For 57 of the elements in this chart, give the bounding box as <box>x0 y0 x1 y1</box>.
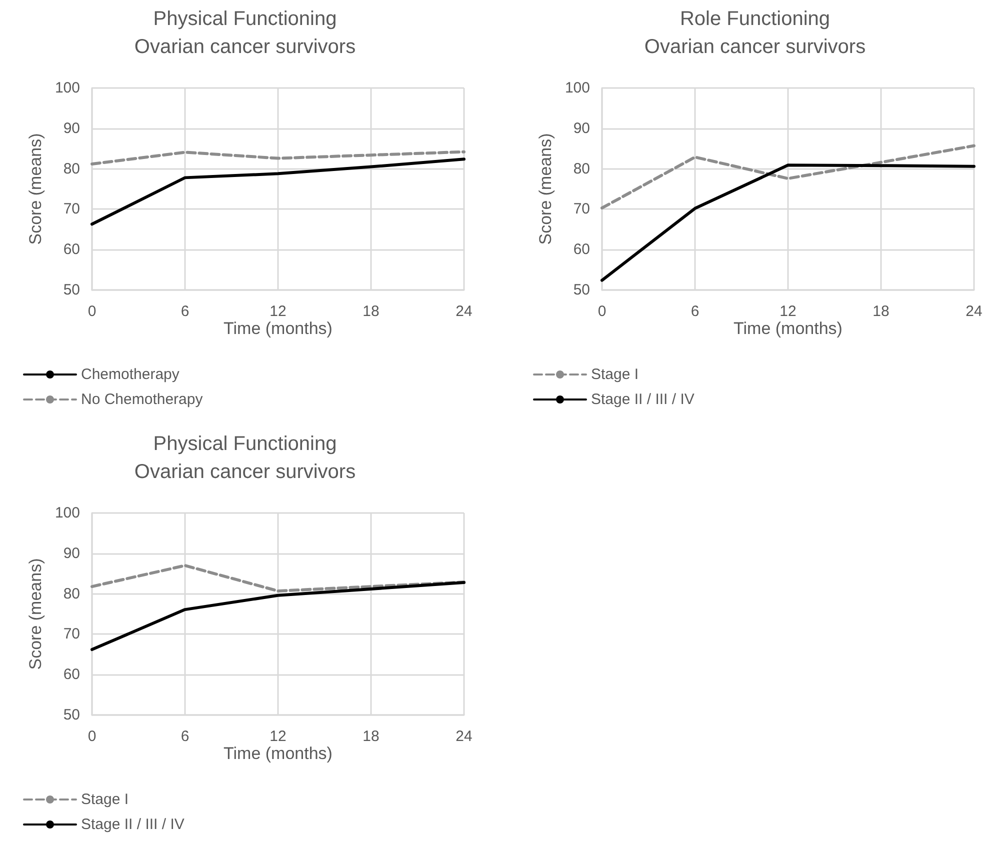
y-tick-label: 100 <box>54 80 80 96</box>
x-tick-label: 0 <box>88 303 96 320</box>
x-tick-label: 18 <box>362 728 380 745</box>
y-tick-label: 80 <box>573 160 590 178</box>
line-series <box>90 150 466 166</box>
y-tick-label: 90 <box>63 120 80 137</box>
legend-label: Stage II / III / IV <box>591 391 694 408</box>
y-axis-title: Score (means) <box>26 133 45 245</box>
chart-title: Role Functioning <box>680 8 830 30</box>
y-tick-label: 100 <box>54 504 80 522</box>
x-tick-label: 0 <box>88 728 96 745</box>
legend-label: No Chemotherapy <box>81 391 204 408</box>
chart-subtitle: Ovarian cancer survivors <box>644 36 866 58</box>
y-tick-label: 100 <box>564 80 590 96</box>
line-series <box>90 158 466 226</box>
chart-subtitle: Ovarian cancer survivors <box>134 36 356 58</box>
x-axis-title: Time (months) <box>734 318 842 338</box>
x-tick-label: 6 <box>690 303 700 320</box>
y-tick-label: 50 <box>573 282 590 298</box>
x-tick-label: 12 <box>270 728 286 745</box>
y-tick-label: 50 <box>63 282 80 298</box>
x-tick-label: 24 <box>966 303 982 320</box>
y-tick-label: 80 <box>63 160 80 178</box>
y-axis-title: Score (means) <box>26 558 45 670</box>
chart-title: Physical Functioning <box>153 433 337 455</box>
chart-subtitle: Ovarian cancer survivors <box>134 461 356 483</box>
y-axis-title: Score (means) <box>536 133 555 245</box>
y-tick-label: 70 <box>573 200 590 218</box>
line-series <box>90 564 466 592</box>
x-tick-label: 24 <box>456 728 472 745</box>
y-tick-label: 70 <box>63 200 80 218</box>
y-tick-label: 90 <box>63 544 80 562</box>
x-tick-label: 12 <box>270 303 286 320</box>
line-series <box>600 144 976 210</box>
x-tick-label: 6 <box>180 728 190 745</box>
x-tick-label: 24 <box>456 303 472 320</box>
x-tick-label: 18 <box>362 303 380 320</box>
legend-label: Stage I <box>81 791 129 808</box>
legend-label: Stage II / III / IV <box>81 816 184 833</box>
x-tick-label: 0 <box>598 303 606 320</box>
x-tick-label: 12 <box>780 303 796 320</box>
y-tick-label: 50 <box>63 706 80 724</box>
y-tick-label: 60 <box>63 241 80 258</box>
y-tick-label: 70 <box>63 626 80 643</box>
y-tick-label: 60 <box>63 666 80 684</box>
y-tick-label: 60 <box>573 241 590 258</box>
y-tick-label: 90 <box>573 120 590 137</box>
line-series <box>600 164 976 282</box>
line-series <box>90 580 466 652</box>
legend-label: Stage I <box>591 366 639 383</box>
y-tick-label: 80 <box>63 585 80 602</box>
legend-label: Chemotherapy <box>81 366 180 383</box>
chart-title: Physical Functioning <box>153 8 337 30</box>
x-tick-label: 6 <box>180 303 190 320</box>
x-axis-title: Time (months) <box>224 318 332 338</box>
x-tick-label: 18 <box>872 303 890 320</box>
x-axis-title: Time (months) <box>224 744 332 763</box>
